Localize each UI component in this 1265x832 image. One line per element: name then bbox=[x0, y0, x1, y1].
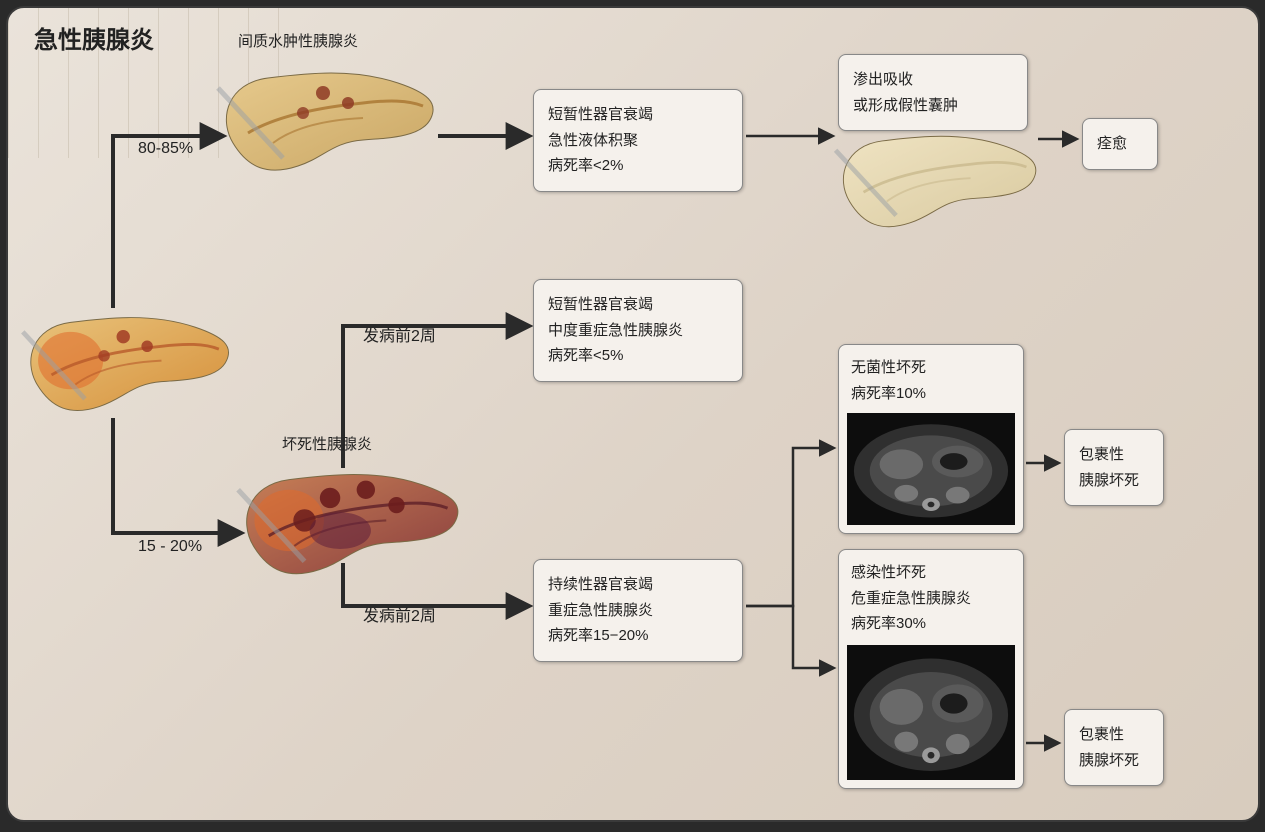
box-line: 痊愈 bbox=[1097, 131, 1143, 157]
box-line: 渗出吸收 bbox=[853, 67, 1013, 93]
image-panel-caption: 感染性坏死危重症急性胰腺炎病死率30% bbox=[839, 550, 1023, 643]
image-panel-ip1: 无菌性坏死病死率10% bbox=[838, 344, 1024, 534]
box-line: 病死率15−20% bbox=[548, 623, 728, 649]
box-b5: 持续性器官衰竭重症急性胰腺炎病死率15−20% bbox=[533, 559, 743, 662]
image-panel-ip2: 感染性坏死危重症急性胰腺炎病死率30% bbox=[838, 549, 1024, 789]
ct-scan-image bbox=[847, 413, 1015, 525]
box-line: 重症急性胰腺炎 bbox=[548, 598, 728, 624]
diagram-title: 急性胰腺炎 bbox=[34, 20, 154, 55]
edge-label-w2-b: 发病前2周 bbox=[363, 602, 436, 626]
edge-label-pct-top: 80-85% bbox=[138, 140, 193, 158]
box-line: 胰腺坏死 bbox=[1079, 748, 1149, 774]
edge-label-pct-bot: 15 - 20% bbox=[138, 538, 202, 556]
box-b7: 包裹性胰腺坏死 bbox=[1064, 709, 1164, 786]
box-line: 短暂性器官衰竭 bbox=[548, 292, 728, 318]
box-line: 中度重症急性胰腺炎 bbox=[548, 318, 728, 344]
box-line: 持续性器官衰竭 bbox=[548, 572, 728, 598]
arrow-a-b5-fork-dn bbox=[746, 606, 833, 668]
box-line: 包裹性 bbox=[1079, 442, 1149, 468]
diagram-canvas: 急性胰腺炎 急性胰腺炎间质水肿性胰腺炎坏死性胰腺炎80-85%15 - 20%发… bbox=[6, 6, 1260, 822]
box-b3: 痊愈 bbox=[1082, 118, 1158, 170]
box-b4: 短暂性器官衰竭中度重症急性胰腺炎病死率<5% bbox=[533, 279, 743, 382]
pancreas-edema-icon bbox=[213, 48, 443, 193]
arrow-a-root-top bbox=[113, 136, 222, 308]
arrow-a-b5-fork-up bbox=[746, 448, 833, 606]
box-line: 短暂性器官衰竭 bbox=[548, 102, 728, 128]
pancreas-inflamed-icon bbox=[18, 293, 238, 433]
box-line: 病死率<2% bbox=[548, 153, 728, 179]
pancreas-healthy-icon bbox=[828, 113, 1048, 248]
box-b1: 短暂性器官衰竭急性液体积聚病死率<2% bbox=[533, 89, 743, 192]
edge-label-w2-a: 发病前2周 bbox=[363, 322, 436, 346]
box-b6: 包裹性胰腺坏死 bbox=[1064, 429, 1164, 506]
pancreas-necrotic-icon bbox=[233, 448, 468, 598]
box-line: 胰腺坏死 bbox=[1079, 468, 1149, 494]
box-line: 病死率<5% bbox=[548, 343, 728, 369]
arrow-a-root-bot bbox=[113, 418, 240, 533]
box-line: 急性液体积聚 bbox=[548, 128, 728, 154]
image-panel-caption: 无菌性坏死病死率10% bbox=[839, 345, 1023, 412]
box-line: 包裹性 bbox=[1079, 722, 1149, 748]
ct-scan-image bbox=[847, 645, 1015, 780]
